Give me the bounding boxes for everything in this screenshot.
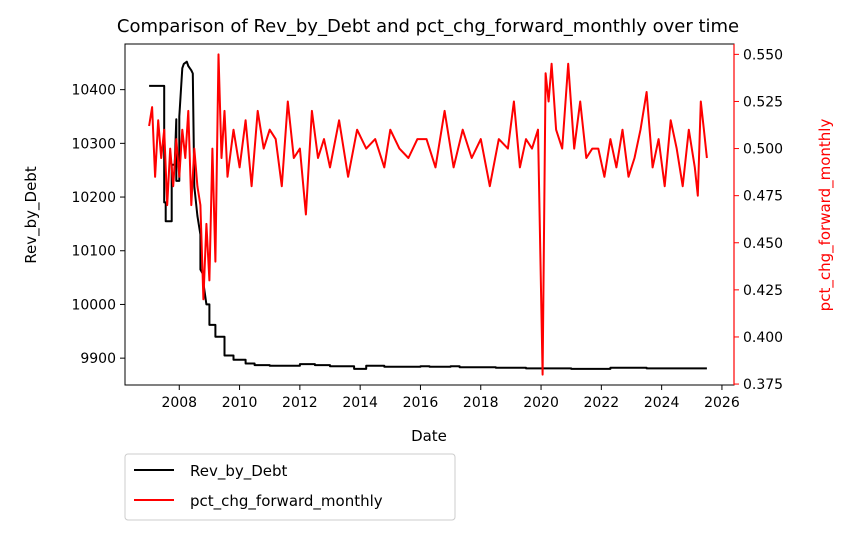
x-tick-label: 2018: [463, 395, 499, 411]
left-axis-label: Rev_by_Debt: [22, 166, 41, 264]
legend-box: [124, 453, 456, 521]
x-tick-label: 2012: [282, 395, 318, 411]
chart-title: Comparison of Rev_by_Debt and pct_chg_fo…: [117, 16, 739, 37]
series-line-0: [149, 60, 707, 370]
x-tick-label: 2016: [403, 395, 439, 411]
x-tick-label: 2008: [161, 395, 197, 411]
x-tick-label: 2022: [584, 395, 620, 411]
series-line-1: [148, 53, 708, 376]
legend-label-pct-chg: pct_chg_forward_monthly: [190, 492, 383, 511]
right-axis-ticks: 0.375 0.400 0.425 0.450 0.475 0.500 0.525 0.550: [734, 47, 783, 393]
x-tick-label: 2020: [523, 395, 559, 411]
x-axis-ticks: 2008 2010 2012 2014 2016 2018 2020 2022 2024 2026: [161, 385, 740, 411]
right-tick-label: 0.425: [743, 283, 783, 299]
x-tick-label: 2024: [644, 395, 680, 411]
x-tick-label: 2014: [342, 395, 378, 411]
left-tick-label: 10300: [71, 136, 116, 152]
left-tick-label: 9900: [80, 351, 116, 367]
right-tick-label: 0.550: [743, 47, 783, 63]
right-tick-label: 0.500: [743, 142, 783, 158]
left-tick-label: 10200: [71, 190, 116, 206]
legend: Rev_by_Debt pct_chg_forward_monthly: [124, 453, 456, 521]
right-tick-label: 0.450: [743, 236, 783, 252]
left-tick-label: 10000: [71, 297, 116, 313]
right-tick-label: 0.475: [743, 189, 783, 205]
right-tick-label: 0.400: [743, 330, 783, 346]
right-axis-label: pct_chg_forward_monthly: [816, 119, 835, 312]
x-axis-label: Date: [411, 427, 447, 445]
left-tick-label: 10100: [71, 244, 116, 260]
right-tick-label: 0.375: [743, 377, 783, 393]
left-tick-label: 10400: [71, 83, 116, 99]
legend-label-rev-by-debt: Rev_by_Debt: [190, 462, 288, 481]
right-tick-label: 0.525: [743, 94, 783, 110]
left-axis-ticks: 9900 10000 10100 10200 10300 10400: [71, 83, 125, 367]
x-tick-label: 2010: [222, 395, 258, 411]
x-tick-label: 2026: [704, 395, 740, 411]
series-layer: [148, 53, 708, 376]
